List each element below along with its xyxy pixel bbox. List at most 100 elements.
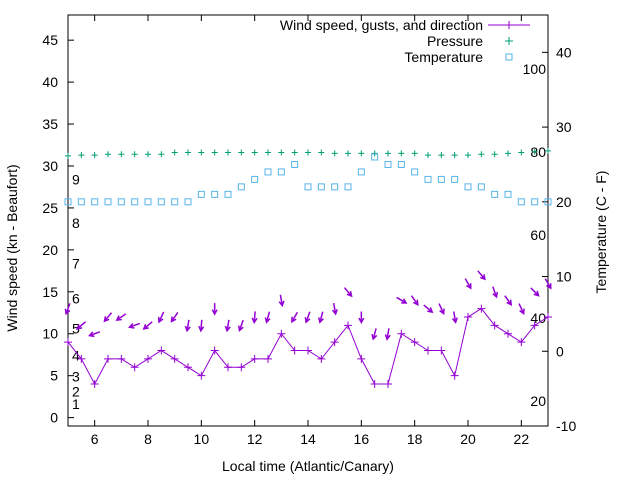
pressure-point [251, 149, 258, 156]
x-axis-label: Local time (Atlantic/Canary) [222, 458, 394, 474]
legend-label: Temperature [404, 49, 483, 65]
temperature-point [171, 198, 179, 206]
gust-direction-arrow [504, 295, 513, 306]
gust-direction-arrow [142, 321, 153, 330]
wind-speed-point [210, 346, 219, 355]
x-tick-label: 20 [460, 431, 476, 447]
temperature-point [344, 183, 352, 191]
pressure-point [505, 150, 511, 157]
gust-direction-arrow [438, 303, 445, 315]
temperature-point [464, 183, 472, 191]
gust-direction-arrow [184, 319, 191, 333]
gust-direction-arrow [291, 311, 299, 324]
beaufort-label: 5 [72, 321, 80, 337]
wind-speed-point [410, 338, 419, 347]
pressure-point [331, 150, 338, 157]
pressure-point [265, 149, 271, 156]
pressure-point [278, 149, 285, 156]
wind-speed-point [117, 354, 126, 363]
pressure-point [291, 149, 298, 156]
wind-speed-point [157, 346, 166, 355]
y2-tick-label: 40 [556, 44, 572, 60]
gust-direction-arrow [544, 278, 552, 290]
fahrenheit-label: 20 [530, 393, 546, 409]
pressure-point [211, 149, 218, 156]
pressure-point [545, 147, 551, 154]
pressure-point [465, 152, 471, 159]
temperature-point [291, 160, 299, 168]
y2-tick-label: 0 [556, 343, 564, 359]
temperature-point [237, 183, 245, 191]
wind-speed-point [130, 363, 139, 372]
wind-speed-point [277, 329, 286, 338]
gust-direction-arrow [103, 312, 113, 323]
temperature-point [397, 160, 405, 168]
legend-swatch-wind-marker [505, 21, 513, 29]
wind-speed-point [464, 312, 472, 321]
y2-tick-label: 20 [556, 194, 572, 210]
gust-direction-arrow [170, 312, 179, 323]
wind-speed-point [237, 363, 246, 372]
gust-direction-arrow [64, 303, 71, 316]
wind-speed-point [384, 380, 392, 389]
x-tick-label: 12 [247, 431, 263, 447]
wind-speed-point [530, 321, 539, 330]
gust-direction-arrow [304, 311, 311, 324]
wind-speed-point [477, 304, 486, 313]
gust-direction-arrow [211, 303, 218, 316]
gust-direction-arrow [88, 331, 101, 338]
gust-direction-arrow [318, 311, 324, 324]
temperature-point [211, 190, 219, 198]
gust-direction-arrow [396, 296, 408, 304]
temperature-point [224, 190, 232, 198]
wind-speed-point [450, 371, 459, 380]
x-tick-label: 18 [407, 431, 423, 447]
gust-direction-arrow [157, 311, 165, 324]
pressure-point [78, 152, 85, 159]
y2-tick-label: 10 [556, 269, 572, 285]
temperature-point [424, 175, 432, 183]
temperature-point [411, 168, 419, 176]
pressure-point [438, 152, 445, 159]
gust-direction-arrow [75, 321, 87, 330]
temperature-point [384, 160, 392, 168]
beaufort-label: 6 [72, 291, 80, 307]
temperature-point [64, 198, 72, 206]
wind-speed-point [357, 354, 366, 363]
temperature-point [331, 183, 339, 191]
fahrenheit-label: 60 [530, 227, 546, 243]
gust-direction-arrow [237, 319, 244, 332]
legend-label: Wind speed, gusts, and direction [280, 17, 483, 33]
wind-speed-point [144, 354, 152, 363]
x-tick-label: 16 [354, 431, 370, 447]
gust-direction-arrow [343, 287, 353, 298]
legend-label: Pressure [427, 33, 483, 49]
wind-speed-point [197, 371, 206, 380]
pressure-point [345, 150, 351, 157]
y-tick-label: 35 [42, 116, 58, 132]
pressure-point [398, 150, 405, 157]
wind-speed-point [370, 380, 379, 389]
temperature-point [517, 198, 525, 206]
wind-speed-point [264, 354, 272, 363]
pressure-point [385, 150, 391, 157]
gust-direction-arrow [410, 295, 419, 306]
pressure-point [518, 149, 525, 156]
pressure-point [198, 149, 205, 156]
gust-direction-arrow [264, 311, 271, 324]
temperature-point [104, 198, 112, 206]
pressure-point [238, 149, 245, 156]
x-tick-label: 6 [91, 431, 99, 447]
gust-direction-arrow [384, 328, 391, 341]
gust-direction-arrow [128, 322, 141, 329]
temperature-point [117, 198, 125, 206]
temperature-point [371, 153, 379, 161]
wind-speed-point [170, 354, 179, 363]
wind-speed-point [330, 338, 339, 347]
y-tick-label: 20 [42, 242, 58, 258]
fahrenheit-label: 80 [530, 144, 546, 160]
beaufort-label: 4 [72, 348, 80, 364]
pressure-point [158, 151, 165, 158]
temperature-point [131, 198, 139, 206]
wind-speed-point [184, 363, 192, 372]
